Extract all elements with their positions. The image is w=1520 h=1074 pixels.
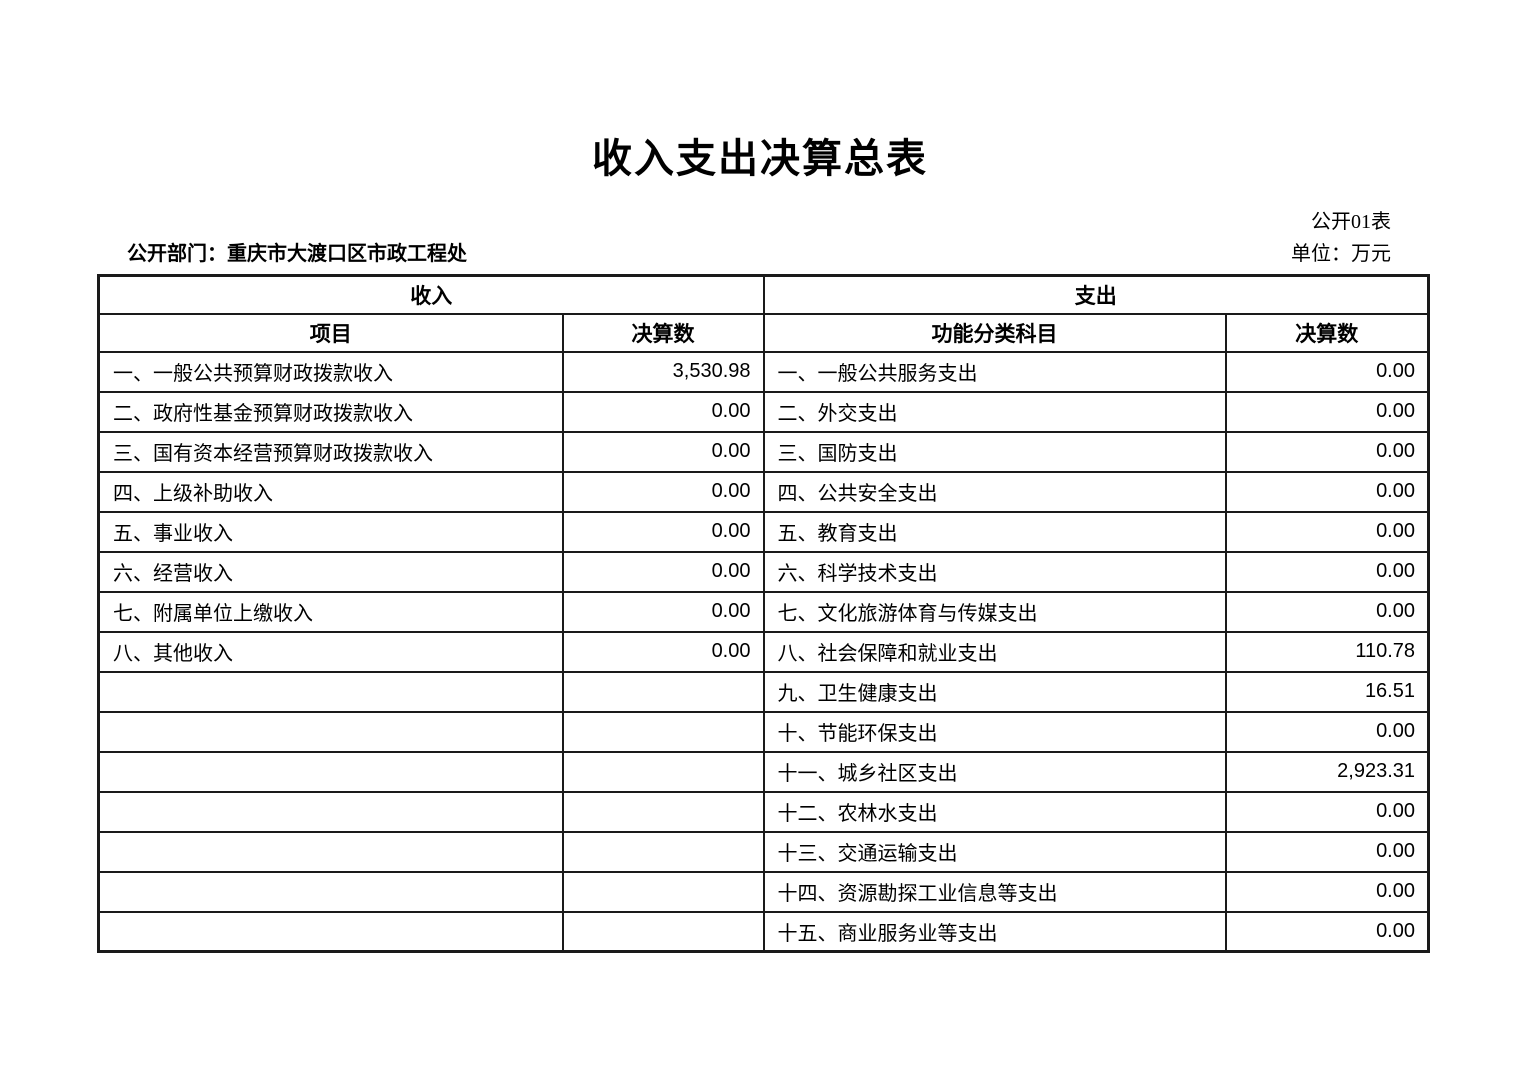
- income-value-cell: [561, 710, 765, 753]
- income-item-cell: [97, 710, 564, 753]
- income-value-cell: [561, 790, 765, 833]
- income-value-cell: 0.00: [561, 470, 765, 513]
- income-value-cell: [561, 750, 765, 793]
- income-item-cell: 八、其他收入: [97, 630, 564, 673]
- expense-item-cell: 二、外交支出: [762, 390, 1227, 433]
- income-item-cell: 六、经营收入: [97, 550, 564, 593]
- expense-item-cell: 十五、商业服务业等支出: [762, 910, 1227, 953]
- expense-item-cell: 四、公共安全支出: [762, 470, 1227, 513]
- income-value-cell: 0.00: [561, 630, 765, 673]
- expense-item-cell: 十二、农林水支出: [762, 790, 1227, 833]
- expense-value-cell: 0.00: [1224, 470, 1430, 513]
- income-value-cell: [561, 910, 765, 953]
- expense-value-cell: 0.00: [1224, 790, 1430, 833]
- income-item-column-header: 项目: [97, 312, 564, 353]
- income-item-cell: 四、上级补助收入: [97, 470, 564, 513]
- income-section-header: 收入: [97, 274, 765, 315]
- table-row: 八、其他收入 0.00 八、社会保障和就业支出 110.78: [97, 630, 1430, 673]
- income-value-cell: 0.00: [561, 510, 765, 553]
- income-value-cell: 0.00: [561, 390, 765, 433]
- page-title: 收入支出决算总表: [592, 137, 928, 181]
- expense-value-cell: 0.00: [1224, 390, 1430, 433]
- expense-section-header: 支出: [762, 274, 1430, 315]
- income-value-cell: [561, 830, 765, 873]
- table-row: 十、节能环保支出 0.00: [97, 710, 1430, 753]
- table-row: 七、附属单位上缴收入 0.00 七、文化旅游体育与传媒支出 0.00: [97, 590, 1430, 633]
- table-row: 五、事业收入 0.00 五、教育支出 0.00: [97, 510, 1430, 553]
- budget-table: 收入 支出 项目 决算数 功能分类科目 决算数 一、一般公共预算财政拨款收入 3…: [97, 274, 1430, 953]
- expense-item-cell: 十一、城乡社区支出: [762, 750, 1227, 793]
- expense-value-column-header: 决算数: [1224, 312, 1430, 353]
- expense-value-cell: 0.00: [1224, 510, 1430, 553]
- income-value-cell: [561, 870, 765, 913]
- table-row: 十三、交通运输支出 0.00: [97, 830, 1430, 873]
- income-value-cell: [561, 670, 765, 713]
- expense-item-cell: 一、一般公共服务支出: [762, 350, 1227, 393]
- table-row: 六、经营收入 0.00 六、科学技术支出 0.00: [97, 550, 1430, 593]
- table-row: 九、卫生健康支出 16.51: [97, 670, 1430, 713]
- income-item-cell: [97, 790, 564, 833]
- expense-item-column-header: 功能分类科目: [762, 312, 1227, 353]
- income-value-column-header: 决算数: [561, 312, 765, 353]
- income-item-cell: [97, 670, 564, 713]
- expense-value-cell: 0.00: [1224, 430, 1430, 473]
- expense-value-cell: 0.00: [1224, 870, 1430, 913]
- expense-item-cell: 九、卫生健康支出: [762, 670, 1227, 713]
- expense-value-cell: 0.00: [1224, 830, 1430, 873]
- income-value-cell: 0.00: [561, 430, 765, 473]
- column-header-row: 项目 决算数 功能分类科目 决算数: [97, 312, 1430, 353]
- expense-value-cell: 2,923.31: [1224, 750, 1430, 793]
- expense-value-cell: 0.00: [1224, 350, 1430, 393]
- income-value-cell: 3,530.98: [561, 350, 765, 393]
- table-row: 一、一般公共预算财政拨款收入 3,530.98 一、一般公共服务支出 0.00: [97, 350, 1430, 393]
- table-row: 三、国有资本经营预算财政拨款收入 0.00 三、国防支出 0.00: [97, 430, 1430, 473]
- expense-item-cell: 十三、交通运输支出: [762, 830, 1227, 873]
- table-row: 四、上级补助收入 0.00 四、公共安全支出 0.00: [97, 470, 1430, 513]
- income-item-cell: [97, 830, 564, 873]
- expense-item-cell: 十四、资源勘探工业信息等支出: [762, 870, 1227, 913]
- table-code-label: 公开01表: [1311, 211, 1391, 233]
- expense-value-cell: 0.00: [1224, 590, 1430, 633]
- table-row: 十五、商业服务业等支出 0.00: [97, 910, 1430, 953]
- income-item-cell: 三、国有资本经营预算财政拨款收入: [97, 430, 564, 473]
- income-item-cell: 二、政府性基金预算财政拨款收入: [97, 390, 564, 433]
- expense-item-cell: 五、教育支出: [762, 510, 1227, 553]
- section-header-row: 收入 支出: [97, 274, 1430, 315]
- table-row: 十二、农林水支出 0.00: [97, 790, 1430, 833]
- expense-item-cell: 六、科学技术支出: [762, 550, 1227, 593]
- expense-item-cell: 八、社会保障和就业支出: [762, 630, 1227, 673]
- table-row: 十一、城乡社区支出 2,923.31: [97, 750, 1430, 793]
- expense-value-cell: 0.00: [1224, 710, 1430, 753]
- income-value-cell: 0.00: [561, 550, 765, 593]
- expense-item-cell: 三、国防支出: [762, 430, 1227, 473]
- expense-value-cell: 16.51: [1224, 670, 1430, 713]
- meta-row: 公开部门：重庆市大渡口区市政工程处 单位：万元: [97, 242, 1427, 266]
- expense-value-cell: 0.00: [1224, 910, 1430, 953]
- income-item-cell: [97, 910, 564, 953]
- income-item-cell: [97, 750, 564, 793]
- expense-item-cell: 十、节能环保支出: [762, 710, 1227, 753]
- table-row: 二、政府性基金预算财政拨款收入 0.00 二、外交支出 0.00: [97, 390, 1430, 433]
- income-item-cell: [97, 870, 564, 913]
- income-item-cell: 七、附属单位上缴收入: [97, 590, 564, 633]
- income-item-cell: 一、一般公共预算财政拨款收入: [97, 350, 564, 393]
- income-item-cell: 五、事业收入: [97, 510, 564, 553]
- expense-item-cell: 七、文化旅游体育与传媒支出: [762, 590, 1227, 633]
- expense-value-cell: 0.00: [1224, 550, 1430, 593]
- expense-value-cell: 110.78: [1224, 630, 1430, 673]
- department-label: 公开部门：重庆市大渡口区市政工程处: [127, 243, 467, 265]
- table-row: 十四、资源勘探工业信息等支出 0.00: [97, 870, 1430, 913]
- unit-label: 单位：万元: [1291, 243, 1391, 265]
- income-value-cell: 0.00: [561, 590, 765, 633]
